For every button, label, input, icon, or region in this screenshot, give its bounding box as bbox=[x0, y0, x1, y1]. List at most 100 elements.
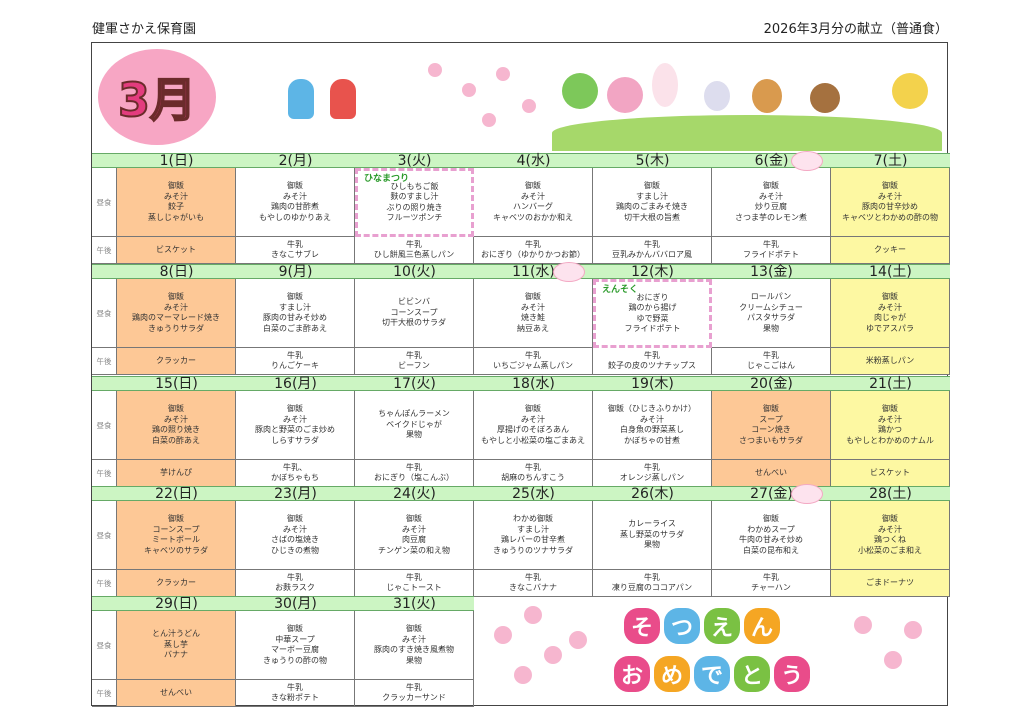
lunch-item: 果物 bbox=[644, 540, 660, 550]
snack-cell: 牛乳 きなこバナナ bbox=[474, 570, 593, 597]
lunch-item: バナナ bbox=[164, 650, 188, 660]
snack-cell: 牛乳 おにぎり（塩こんぶ） bbox=[355, 460, 474, 487]
day-header: 12(木) bbox=[593, 264, 712, 279]
snack-item: 凍り豆腐のココアパン bbox=[611, 583, 693, 592]
lunch-item: ビビンバ bbox=[398, 297, 430, 307]
snack-cell: 牛乳 ビーフン bbox=[355, 348, 474, 375]
lunch-item: みそ汁 bbox=[878, 302, 902, 312]
lunch-item: マーボー豆腐 bbox=[271, 645, 319, 654]
day-header: 10(火) bbox=[355, 264, 474, 279]
lunch-item: きゅうりの酢の物 bbox=[263, 655, 327, 665]
lunch-item: とん汁うどん bbox=[152, 629, 200, 639]
lunch-item: 鶏肉のマーマレード焼き bbox=[132, 313, 220, 322]
snack-cell: 牛乳 じゃこトースト bbox=[355, 570, 474, 597]
lunch-item: 中華スープ bbox=[275, 634, 315, 644]
snack-item: ビスケット bbox=[870, 467, 910, 477]
congrats-letter: う bbox=[774, 656, 810, 692]
snack-cell: クッキー bbox=[831, 237, 950, 264]
lunch-item: みそ汁 bbox=[878, 414, 902, 424]
lunch-cell: 御飯 みそ汁 肉豆腐 チンゲン菜の和え物 bbox=[355, 501, 474, 570]
lunch-item: ひじきの煮物 bbox=[271, 545, 319, 555]
snack-cell: 牛乳 りんごケーキ bbox=[236, 348, 355, 375]
snack-cell: 牛乳 おにぎり（ゆかりかつお節） bbox=[474, 237, 593, 264]
snack-cell: 牛乳、 かぼちゃもち bbox=[236, 460, 355, 487]
snack-cell: 牛乳 フライドポテト bbox=[712, 237, 831, 264]
snack-cell: 牛乳 豆乳みかんババロア風 bbox=[593, 237, 712, 264]
lunch-item: 厚揚げのそぼろあん bbox=[497, 425, 569, 434]
snack-cell: 牛乳 じゃこごはん bbox=[712, 348, 831, 375]
lunch-item: 御飯 bbox=[168, 181, 184, 190]
day-header: 17(火) bbox=[355, 376, 474, 391]
lunch-cell: 御飯 みそ汁 鶏肉のマーマレード焼き きゅうりサラダ bbox=[117, 279, 236, 348]
congrats-letter: お bbox=[614, 656, 650, 692]
snack-item: お麩ラスク bbox=[275, 583, 315, 592]
snack-item: ごまドーナツ bbox=[866, 577, 914, 587]
snack-cell: 牛乳 いちごジャム蒸しパン bbox=[474, 348, 593, 375]
blossom-icon bbox=[569, 631, 587, 649]
snack-item: 牛乳 bbox=[406, 239, 422, 249]
congrats-letter: ん bbox=[744, 608, 780, 644]
menu-calendar: 3月 昼食 午後 1(日) 御飯 みそ汁 餃子 蒸しじゃがいも ビスケット 2(月) 御飯 みそ汁鶏… bbox=[91, 42, 950, 707]
congrats-letter: め bbox=[654, 656, 690, 692]
blossom-icon bbox=[494, 626, 512, 644]
snack-item: 牛乳 bbox=[406, 350, 422, 360]
snack-item: りんごケーキ bbox=[271, 361, 319, 370]
lunch-item: ベイクドじゃが bbox=[386, 419, 442, 429]
lunch-cell: 御飯 中華スープ マーボー豆腐 きゅうりの酢の物 bbox=[236, 611, 355, 680]
lunch-cell: 御飯 みそ汁 ハンバーグ キャベツのおかか和え bbox=[474, 168, 593, 237]
lunch-item: 御飯 bbox=[287, 514, 303, 523]
snack-item: 牛乳 bbox=[287, 572, 303, 582]
snack-item: 牛乳 bbox=[406, 682, 422, 692]
tree-icon bbox=[562, 73, 598, 109]
lunch-item: きゅうりのツナサラダ bbox=[493, 545, 573, 555]
birthday-cake-icon bbox=[791, 151, 823, 171]
lunch-cell: ひなまつり ひしもちご飯 麩のすまし汁 ぶりの照り焼き フルーツポンチ bbox=[355, 168, 474, 237]
lunch-item: 蒸し野菜のサラダ bbox=[620, 529, 684, 539]
day-header: 22(日) bbox=[117, 486, 236, 501]
lunch-item: 牛肉の甘みそ炒め bbox=[739, 535, 803, 544]
month-badge: 3月 bbox=[98, 49, 216, 145]
lunch-cell: わかめ御飯 すまし汁 鶏レバーの甘辛煮 きゅうりのツナサラダ bbox=[474, 501, 593, 570]
day-header: 2(月) bbox=[236, 153, 355, 168]
lunch-item: 御飯 bbox=[882, 514, 898, 523]
snack-item: 牛乳 bbox=[763, 239, 779, 249]
lunch-item: みそ汁 bbox=[878, 191, 902, 201]
lunch-row-label: 昼食 bbox=[92, 611, 117, 680]
snack-cell: ビスケット bbox=[831, 460, 950, 487]
day-header: 19(木) bbox=[593, 376, 712, 391]
lunch-row-label: 昼食 bbox=[92, 279, 117, 348]
snack-item: 胡麻のちんすこう bbox=[501, 473, 565, 482]
graduation-congrats-illustration: そつえんおめでとう bbox=[474, 596, 947, 706]
lunch-item: わかめスープ bbox=[747, 524, 795, 534]
lunch-item: 豚肉と野菜のごま炒め bbox=[255, 425, 335, 434]
lunch-item: ひしもちご飯 bbox=[390, 181, 439, 191]
snack-cell: 牛乳 オレンジ蒸しパン bbox=[593, 460, 712, 487]
lunch-item: 御飯 bbox=[168, 404, 184, 413]
snack-item: きな粉ポテト bbox=[271, 693, 319, 702]
day-header: 15(日) bbox=[117, 376, 236, 391]
lunch-item: 御飯 bbox=[287, 292, 303, 301]
lunch-item: さばの塩焼き bbox=[271, 535, 319, 544]
blossom-icon bbox=[428, 63, 442, 77]
day-header: 28(土) bbox=[831, 486, 950, 501]
lunch-item: 白菜の昆布和え bbox=[743, 545, 799, 555]
snack-row-label: 午後 bbox=[92, 460, 117, 487]
lunch-item: 御飯 bbox=[287, 624, 303, 633]
snack-item: ビスケット bbox=[156, 244, 196, 254]
week-row: 昼食 午後 29(日) とん汁うどん 蒸し芋 バナナ せんべい 30(月) 御飯 中華スープ マーボ… bbox=[92, 596, 947, 707]
congrats-letter: と bbox=[734, 656, 770, 692]
blossom-icon bbox=[544, 646, 562, 664]
school-name: 健軍さかえ保育園 bbox=[92, 22, 197, 37]
lunch-item: みそ汁 bbox=[759, 191, 783, 201]
day-header: 23(月) bbox=[236, 486, 355, 501]
lunch-item: さつまいもサラダ bbox=[739, 435, 803, 445]
birthday-cake-icon bbox=[553, 262, 585, 282]
lunch-item: みそ汁 bbox=[878, 524, 902, 534]
snack-item: 豆乳みかんババロア風 bbox=[612, 250, 692, 259]
snack-item: ひし餅風三色蒸しパン bbox=[373, 250, 455, 259]
snack-item: きなこバナナ bbox=[509, 583, 557, 592]
lunch-cell: 御飯 わかめスープ 牛肉の甘みそ炒め 白菜の昆布和え bbox=[712, 501, 831, 570]
snack-item: 餃子の皮のツナチップス bbox=[608, 361, 696, 370]
snack-item: 牛乳 bbox=[525, 462, 541, 472]
lunch-item: みそ汁 bbox=[521, 191, 545, 201]
